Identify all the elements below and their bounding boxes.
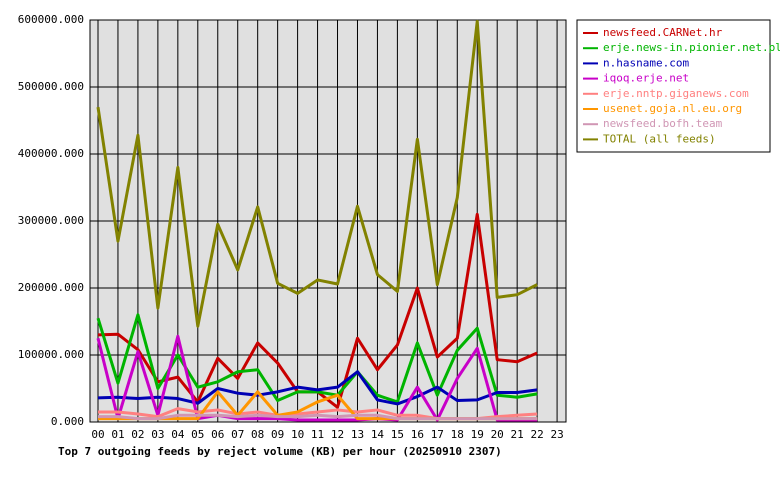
legend-label: newsfeed.CARNet.hr: [603, 26, 723, 39]
x-tick-label: 19: [471, 428, 484, 441]
legend-box: [576, 19, 771, 153]
x-tick-label: 18: [451, 428, 464, 441]
legend-label: erje.nntp.giganews.com: [603, 87, 749, 100]
legend-label: usenet.goja.nl.eu.org: [603, 102, 742, 115]
x-tick-label: 17: [431, 428, 444, 441]
plot-frame: [89, 19, 567, 423]
x-tick-label: 21: [511, 428, 524, 441]
y-tick-label: 0.000: [51, 415, 84, 428]
x-tick-label: 11: [311, 428, 324, 441]
x-tick-label: 09: [271, 428, 284, 441]
x-tick-label: 03: [151, 428, 164, 441]
y-tick-label: 400000.000: [18, 147, 84, 160]
y-tick-label: 300000.000: [18, 214, 84, 227]
x-tick-label: 15: [391, 428, 404, 441]
x-tick-label: 12: [331, 428, 344, 441]
y-tick-label: 100000.000: [18, 348, 84, 361]
x-tick-label: 07: [231, 428, 244, 441]
legend-label: erje.news-in.pionier.net.pl: [603, 41, 780, 54]
x-tick-label: 04: [171, 428, 185, 441]
y-tick-label: 600000.000: [18, 13, 84, 26]
x-tick-label: 20: [491, 428, 504, 441]
x-tick-label: 06: [211, 428, 224, 441]
x-tick-label: 05: [191, 428, 204, 441]
x-tick-label: 14: [371, 428, 385, 441]
x-tick-label: 13: [351, 428, 364, 441]
x-tick-label: 10: [291, 428, 304, 441]
series-line: [96, 334, 538, 422]
y-tick-label: 200000.000: [18, 281, 84, 294]
x-tick-label: 01: [111, 428, 124, 441]
y-tick-label: 500000.000: [18, 80, 84, 93]
x-tick-label: 16: [411, 428, 424, 441]
x-tick-label: 23: [550, 428, 563, 441]
series-line: [96, 19, 538, 328]
legend-label: newsfeed.bofh.team: [603, 117, 723, 130]
legend-label: TOTAL (all feeds): [603, 132, 716, 145]
x-tick-label: 22: [530, 428, 543, 441]
legend-label: n.hasname.com: [603, 56, 689, 69]
series-line: [98, 413, 538, 421]
x-tick-label: 02: [131, 428, 144, 441]
x-tick-label: 00: [91, 428, 104, 441]
legend-label: iqoq.erje.net: [603, 72, 689, 85]
series-line: [97, 370, 538, 406]
x-tick-label: 08: [251, 428, 264, 441]
chart-title: Top 7 outgoing feeds by reject volume (K…: [58, 445, 502, 458]
